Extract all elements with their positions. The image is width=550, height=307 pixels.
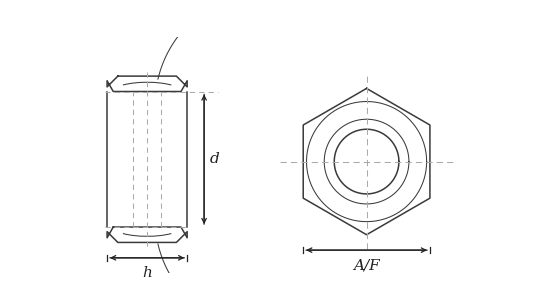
Text: d: d: [210, 152, 219, 166]
Text: h: h: [142, 266, 152, 280]
Text: A/F: A/F: [353, 258, 380, 273]
